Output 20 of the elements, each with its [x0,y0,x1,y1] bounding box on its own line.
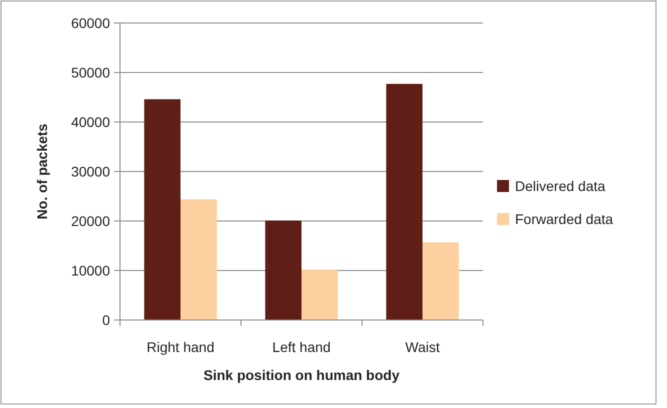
x-tick-label: Left hand [272,339,331,355]
legend-label: Delivered data [515,178,606,194]
y-tick-label: 20000 [71,212,110,229]
bar [144,99,180,320]
y-tick-label: 10000 [71,262,110,278]
y-tick-label: 30000 [71,163,110,180]
x-axis-title: Sink position on human body [204,367,400,383]
bar [265,220,302,320]
y-tick-label: 0 [102,312,110,328]
bar [422,242,459,320]
bar [180,199,217,320]
x-tick-label: Right hand [146,339,214,355]
x-tick-label: Waist [405,339,440,355]
bar [386,84,422,320]
y-tick-label: 50000 [71,64,110,80]
bar [302,270,338,320]
y-tick-label: 40000 [71,114,110,130]
legend-label: Forwarded data [515,210,614,227]
y-axis-title: No. of packets [34,123,50,220]
y-tick-label: 60000 [71,14,110,31]
